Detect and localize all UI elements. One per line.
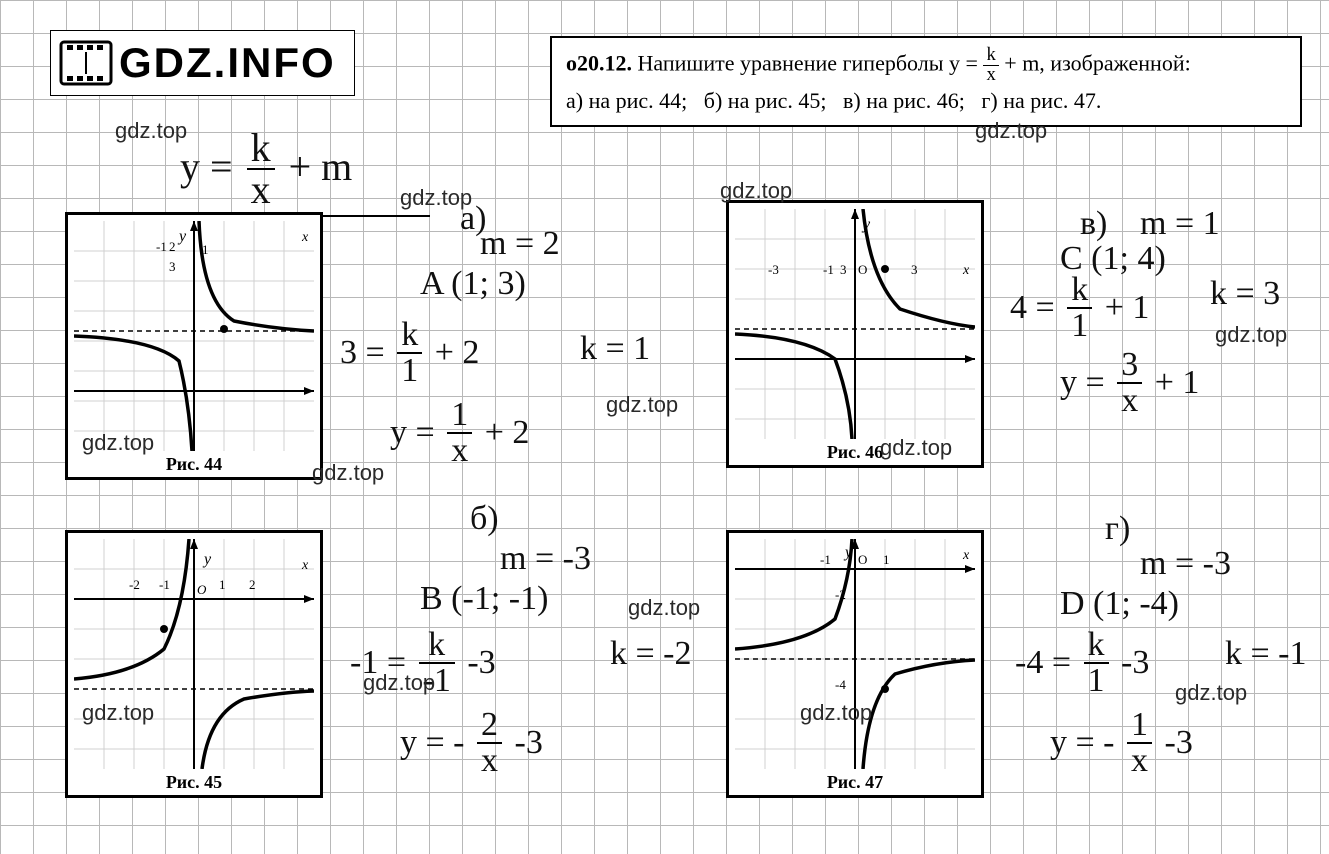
svg-text:y: y	[861, 216, 871, 233]
watermark: gdz.top	[880, 435, 952, 461]
figure-46: y x -3-1 O3 3 Рис. 46	[726, 200, 984, 468]
svg-text:3: 3	[169, 259, 176, 274]
watermark: gdz.top	[606, 392, 678, 418]
hand-b-point: B (-1; -1)	[420, 580, 548, 618]
hand-a-sub: 3 = k1 + 2	[340, 320, 479, 390]
svg-text:-2: -2	[835, 587, 846, 602]
svg-text:O: O	[858, 552, 867, 567]
svg-text:2: 2	[169, 239, 176, 254]
watermark: gdz.top	[400, 185, 472, 211]
svg-text:O: O	[858, 262, 867, 277]
svg-text:1: 1	[202, 242, 209, 257]
hand-b-k: k = -2	[610, 635, 692, 673]
svg-text:-1: -1	[823, 262, 834, 277]
watermark: gdz.top	[82, 430, 154, 456]
problem-number: о20.12.	[566, 50, 632, 75]
hand-g-point: D (1; -4)	[1060, 585, 1179, 623]
hand-a-k: k = 1	[580, 330, 650, 368]
svg-text:x: x	[962, 263, 970, 278]
svg-text:1: 1	[883, 552, 890, 567]
watermark: gdz.top	[628, 595, 700, 621]
watermark: gdz.top	[720, 178, 792, 204]
hand-b-title: б)	[470, 500, 499, 538]
chart-45: y x -2 -1 O 1 2	[74, 539, 314, 769]
watermark: gdz.top	[363, 670, 435, 696]
svg-text:1: 1	[219, 577, 226, 592]
hand-g-title: г)	[1105, 510, 1130, 548]
hand-v-k: k = 3	[1210, 275, 1280, 313]
hand-g-ans: y = - 1x -3	[1050, 710, 1193, 780]
problem-eq-suffix: + m, изображенной:	[1004, 50, 1190, 75]
part-a: а) на рис. 44;	[566, 88, 687, 113]
watermark: gdz.top	[1215, 322, 1287, 348]
svg-text:y: y	[843, 544, 853, 561]
svg-text:-1: -1	[159, 577, 170, 592]
hand-g-sub: -4 = k1 -3	[1015, 630, 1149, 700]
watermark: gdz.top	[1175, 680, 1247, 706]
hand-v-sub: 4 = k1 + 1	[1010, 275, 1149, 345]
part-g: г) на рис. 47.	[981, 88, 1101, 113]
svg-text:x: x	[301, 558, 309, 573]
caption-47: Рис. 47	[735, 769, 975, 793]
svg-text:-3: -3	[768, 262, 779, 277]
problem-text: Напишите уравнение гиперболы	[638, 50, 944, 75]
watermark: gdz.top	[800, 700, 872, 726]
svg-text:2: 2	[249, 577, 256, 592]
svg-text:O: O	[197, 582, 207, 597]
hand-b-ans: y = - 2x -3	[400, 710, 543, 780]
hand-a-ans: y = 1x + 2	[390, 400, 529, 470]
svg-text:3: 3	[840, 262, 847, 277]
logo-text: GDZ.INFO	[119, 39, 336, 87]
watermark: gdz.top	[115, 118, 187, 144]
caption-45: Рис. 45	[74, 769, 314, 793]
part-v: в) на рис. 46;	[843, 88, 965, 113]
svg-text:-4: -4	[835, 677, 846, 692]
film-icon	[59, 40, 113, 86]
hand-g-m: m = -3	[1140, 545, 1231, 583]
hand-a-m: m = 2	[480, 225, 560, 263]
svg-text:x: x	[301, 230, 309, 245]
chart-46: y x -3-1 O3 3	[735, 209, 975, 439]
svg-text:-1: -1	[820, 552, 831, 567]
hand-v-m: m = 1	[1140, 205, 1220, 243]
part-b: б) на рис. 45;	[704, 88, 827, 113]
site-logo: GDZ.INFO	[50, 30, 355, 96]
hand-g-k: k = -1	[1225, 635, 1307, 673]
hand-main-eq: y = kx + m	[180, 130, 352, 212]
problem-statement: о20.12. Напишите уравнение гиперболы y =…	[550, 36, 1302, 127]
hand-v-ans: y = 3x + 1	[1060, 350, 1199, 420]
figure-45: y x -2 -1 O 1 2 Рис. 45	[65, 530, 323, 798]
svg-text:-1: -1	[156, 239, 167, 254]
chart-47: y x -1 O 1 -2 -4	[735, 539, 975, 769]
svg-text:y: y	[177, 228, 187, 245]
eq-numerator: k	[983, 46, 998, 66]
svg-text:y: y	[202, 551, 212, 568]
watermark: gdz.top	[312, 460, 384, 486]
eq-denominator: x	[983, 66, 998, 85]
problem-eq-prefix: y =	[949, 50, 978, 75]
figure-47: y x -1 O 1 -2 -4 Рис. 47	[726, 530, 984, 798]
watermark: gdz.top	[975, 118, 1047, 144]
svg-text:-2: -2	[129, 577, 140, 592]
svg-text:3: 3	[911, 262, 918, 277]
hand-b-m: m = -3	[500, 540, 591, 578]
hand-a-point: A (1; 3)	[420, 265, 526, 303]
chart-44: y x 2 3 1 -1	[74, 221, 314, 451]
svg-text:x: x	[962, 548, 970, 563]
watermark: gdz.top	[82, 700, 154, 726]
hand-v-title: в)	[1080, 205, 1107, 243]
